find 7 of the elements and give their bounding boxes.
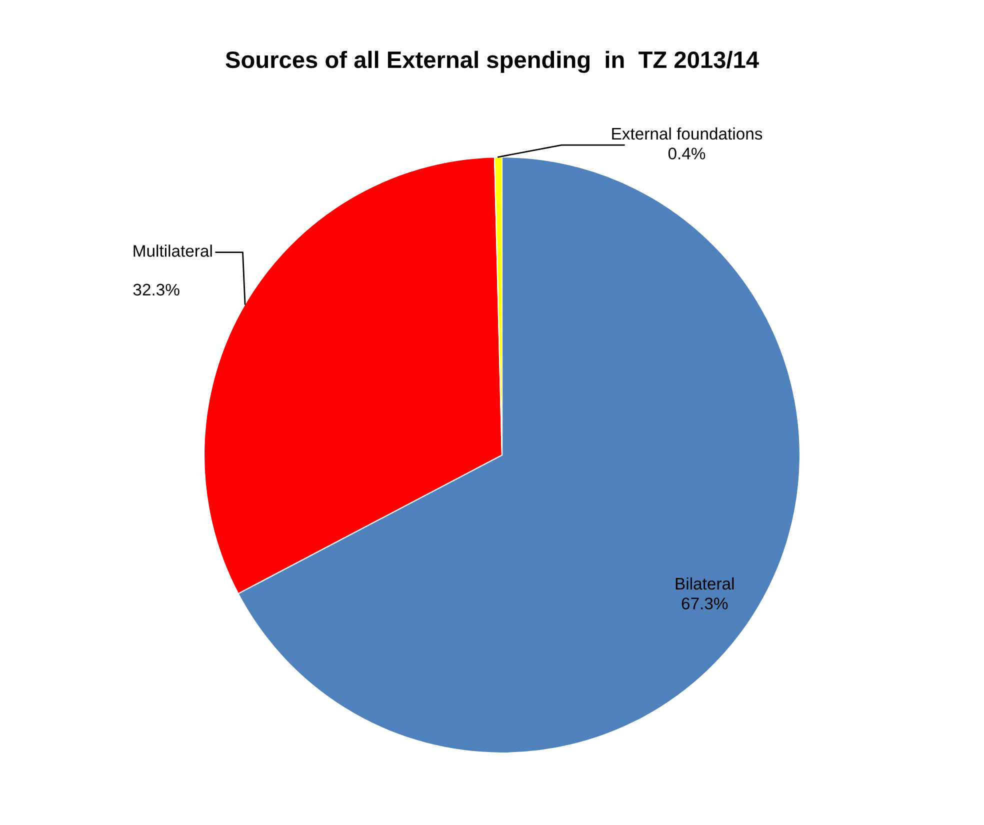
slice-label: External foundations	[612, 127, 762, 140]
data-label: 67.3%	[682, 598, 728, 610]
data-label: 32.3%	[133, 284, 180, 296]
data-label: 0.4%	[668, 148, 706, 160]
chart-title: Sources of all External spending in TZ 2013/14	[226, 50, 759, 73]
slice-label: Multilateral	[134, 244, 212, 257]
slice-label: Bilateral	[676, 577, 734, 590]
